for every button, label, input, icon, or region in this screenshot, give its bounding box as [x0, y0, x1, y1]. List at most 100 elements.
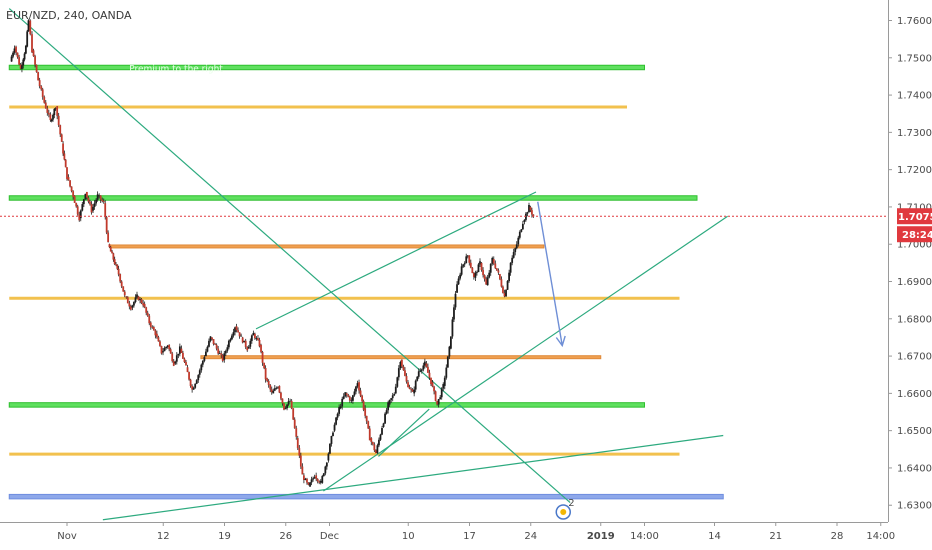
candle-body [185, 362, 187, 366]
candle-body [104, 203, 107, 218]
time-tick-label: 19 [218, 531, 231, 542]
candle-body [247, 346, 250, 349]
candle-body [13, 48, 16, 53]
candle-body [263, 362, 265, 369]
candle-body [492, 259, 495, 264]
candle-body [92, 206, 94, 211]
candle-body [416, 376, 419, 381]
candle-body [275, 387, 278, 389]
candle-body [19, 64, 22, 69]
candle-body [163, 348, 166, 352]
candle-body [139, 299, 141, 301]
candle-body [374, 450, 377, 454]
candle-body [404, 370, 406, 376]
candle-body [116, 264, 119, 269]
candle-body [249, 340, 252, 347]
candle-body [523, 219, 526, 222]
candle-body [287, 401, 290, 405]
candle-body [373, 444, 376, 451]
candle-body [60, 134, 63, 142]
support-resistance-zone-orange [200, 355, 602, 360]
time-axis[interactable]: Nov 12 19 26 Dec 10 17 24 2019 14:00 14 21 28 14:00 [57, 522, 895, 542]
candle-body [119, 274, 122, 282]
candle-body [46, 108, 49, 113]
candle-body [98, 195, 101, 197]
candle-body [203, 357, 206, 361]
candle-body [518, 231, 521, 238]
candle-body [84, 193, 87, 200]
projection-arrow [537, 201, 563, 346]
candle-body [428, 372, 431, 378]
candle-body [254, 333, 256, 339]
candle-body [191, 386, 194, 390]
candle-body [43, 96, 46, 103]
candle-body [390, 398, 393, 400]
candle-body [468, 255, 471, 263]
candle-body [95, 199, 97, 204]
candle-body [439, 397, 442, 400]
price-axis[interactable]: 1.63000 1.64000 1.65000 1.66000 1.67000 1.680… [888, 16, 932, 512]
candle-body [209, 336, 212, 341]
candle-body [34, 56, 36, 65]
candle-body [168, 344, 171, 350]
candle-body [73, 195, 76, 203]
candle-body [391, 395, 394, 399]
candle-body [324, 466, 327, 474]
candle-body [454, 293, 457, 308]
candle-body [250, 335, 253, 341]
candle-body [367, 421, 370, 429]
candle-body [26, 31, 29, 47]
candle-body [232, 332, 235, 336]
candle-body [215, 344, 218, 349]
candle-body [99, 195, 102, 200]
candle-body [327, 453, 330, 461]
time-tick-label: 14:00 [630, 531, 659, 542]
candle-body [131, 305, 134, 308]
candle-body [376, 445, 379, 454]
candle-body [399, 362, 402, 369]
candle-body [269, 384, 272, 390]
candle-body [162, 351, 164, 353]
candle-body [192, 387, 195, 390]
candle-body [221, 354, 224, 362]
candle-body [66, 167, 68, 179]
candle-body [332, 432, 334, 436]
candle-body [381, 428, 383, 435]
candle-body [434, 391, 437, 401]
candle-body [531, 210, 533, 215]
candle-body [431, 382, 434, 387]
time-tick-label: 14:00 [866, 531, 895, 542]
candle-body [393, 394, 396, 396]
time-tick-label: 10 [402, 531, 415, 542]
candle-body [457, 278, 460, 285]
price-tick-label: 1.74000 [897, 91, 932, 102]
candle-body [166, 345, 169, 347]
candle-body [515, 244, 518, 249]
candle-body [335, 417, 337, 425]
candle-body [16, 52, 19, 58]
candle-body [359, 390, 362, 396]
candle-body [318, 481, 321, 483]
candle-body [347, 394, 350, 397]
candle-body [509, 262, 512, 273]
candle-body [22, 59, 25, 66]
candle-body [49, 114, 52, 121]
time-tick-label: 28 [831, 531, 844, 542]
candle-body [502, 286, 504, 293]
candle-body [497, 270, 500, 273]
candle-body [466, 255, 469, 257]
price-tick-label: 1.70000 [897, 240, 932, 251]
plot-area[interactable]: Premium to the right 2 [0, 8, 888, 521]
candle-body [15, 46, 17, 53]
candle-body [238, 332, 241, 337]
candle-body [87, 197, 90, 202]
projection-arrow-head [555, 335, 566, 348]
candle-body [397, 368, 400, 378]
candle-body [59, 125, 62, 135]
candle-body [459, 274, 461, 279]
candle-body [109, 247, 112, 252]
candle-body [494, 263, 497, 269]
candle-body [21, 65, 23, 69]
candle-body [134, 297, 137, 303]
candle-body [474, 272, 477, 278]
